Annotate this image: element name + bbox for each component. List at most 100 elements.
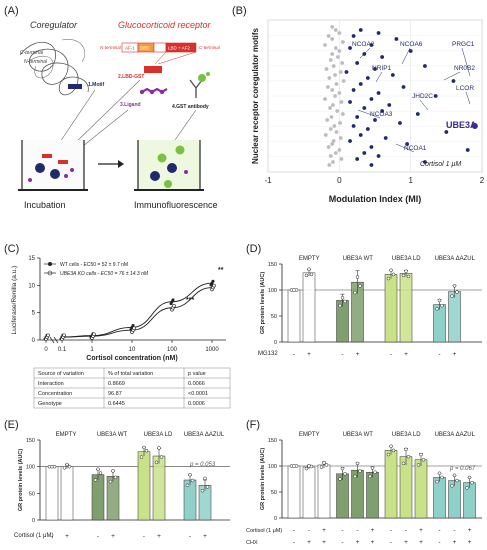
replicate-point	[389, 444, 393, 448]
group-label: EMPTY	[299, 432, 320, 438]
replicate-point	[343, 472, 347, 476]
scatter-point	[331, 139, 336, 143]
bar	[448, 480, 461, 519]
scatter-point	[355, 157, 360, 161]
replicate-point	[304, 466, 309, 471]
scatter-point	[369, 97, 374, 101]
replicate-point	[190, 478, 195, 483]
scatter-point	[333, 94, 337, 98]
replicate-point	[205, 485, 210, 489]
chx-sign: +	[371, 539, 375, 546]
scatter-point	[323, 43, 327, 47]
replicate-point	[338, 303, 342, 308]
replicate-point	[421, 458, 426, 462]
assay-arrows	[59, 79, 141, 151]
treatment-sign: -	[438, 527, 440, 534]
replicate-point	[416, 463, 421, 467]
replicate-point	[440, 303, 444, 308]
scatter-point	[358, 133, 363, 137]
table-row-label: Interaction	[38, 381, 64, 387]
annot-ncoa2: NCOA2	[352, 41, 375, 48]
table-header-source: Source of variation	[38, 371, 84, 377]
scatter-point	[376, 91, 381, 95]
treatment-sign: -	[453, 527, 455, 534]
chx-sign: -	[390, 539, 392, 546]
scatter-point	[326, 145, 331, 149]
scatter-point	[355, 61, 360, 65]
annot-jhd2c: JHD2C	[412, 93, 433, 100]
scatter-point	[358, 28, 363, 32]
sig-1000: **	[218, 267, 224, 274]
panel-e-label: (E)	[4, 419, 19, 431]
annot-ncoa6: NCOA6	[400, 41, 423, 48]
table-cell: 0.8669	[108, 381, 125, 387]
replicate-point	[304, 273, 309, 278]
panel-e-pnote: p = 0.053	[189, 462, 216, 468]
replicate-point	[309, 464, 314, 469]
y-tick-label: 100	[26, 465, 35, 471]
treatment-sign: +	[111, 533, 115, 540]
bar	[106, 476, 120, 521]
replicate-point	[154, 460, 159, 465]
replicate-point	[391, 272, 396, 277]
treatment-sign: +	[307, 351, 311, 358]
panel-d-treatment: MG132	[258, 351, 278, 357]
x-tick-label: -1	[264, 176, 272, 185]
replicate-point	[52, 464, 57, 469]
step-ligand-label: 3.Ligand	[120, 102, 141, 108]
coregulator-protein-icon	[19, 39, 89, 96]
replicate-point	[157, 446, 161, 450]
treatment-sign: +	[404, 351, 408, 358]
stats-table: Source of variation % of total variation…	[33, 367, 231, 409]
bar	[433, 304, 446, 343]
panel-b-label: (B)	[232, 5, 247, 17]
panel-d-label: (D)	[246, 243, 261, 255]
replicate-point	[203, 476, 207, 481]
treatment-sign: +	[453, 351, 457, 358]
scatter-point	[351, 34, 356, 38]
wt-curve	[61, 282, 213, 338]
replicate-point	[465, 486, 469, 490]
scatter-point	[394, 37, 399, 41]
replicate-point	[455, 478, 459, 483]
panel-b-points	[323, 25, 478, 167]
replicate-point	[93, 478, 98, 482]
treatment-sign: -	[390, 351, 392, 358]
treatment-sign: -	[341, 527, 343, 534]
replicate-point	[386, 452, 391, 457]
scatter-point	[387, 103, 392, 107]
y-tick-label: 50	[29, 491, 35, 497]
replicate-point	[340, 466, 345, 471]
ko-point	[92, 332, 96, 337]
y-axis-label: GR protein levels (AUC)	[260, 272, 266, 335]
panel-f-treatment: Cortisol (1 μM)	[246, 528, 282, 534]
replicate-point	[404, 269, 408, 274]
panel-a-label: (A)	[4, 5, 19, 17]
treatment-sign: -	[405, 527, 407, 534]
scatter-point	[348, 139, 352, 143]
table-row-label: Concentration	[38, 391, 72, 397]
bar	[60, 466, 74, 521]
bar	[302, 466, 316, 519]
group-label: UBE3A ΔAZUL	[184, 432, 225, 438]
scatter-point	[340, 61, 345, 65]
step-motif-label: 1.Motif	[88, 82, 104, 88]
axis-break-icon	[49, 336, 59, 344]
panel-f-pnote: p = 0.067	[449, 466, 476, 472]
scatter-point	[333, 28, 338, 32]
replicate-point	[401, 273, 406, 278]
bar	[399, 456, 413, 519]
y-axis-label: GR protein levels (AUC)	[18, 449, 24, 512]
legend-ko: UBE3A KO cells - EC50 = 76 ± 14.3 nM	[60, 271, 149, 277]
scatter-point	[408, 49, 413, 53]
chx-sign: -	[341, 539, 343, 546]
treatment-sign: -	[341, 351, 343, 358]
chx-sign: +	[468, 539, 472, 546]
y-tick-label: 0	[32, 518, 35, 524]
chx-sign: +	[356, 539, 360, 546]
replicate-point	[419, 452, 423, 457]
scatter-point	[383, 136, 388, 140]
scatter-point	[328, 58, 333, 62]
bar	[302, 272, 316, 343]
